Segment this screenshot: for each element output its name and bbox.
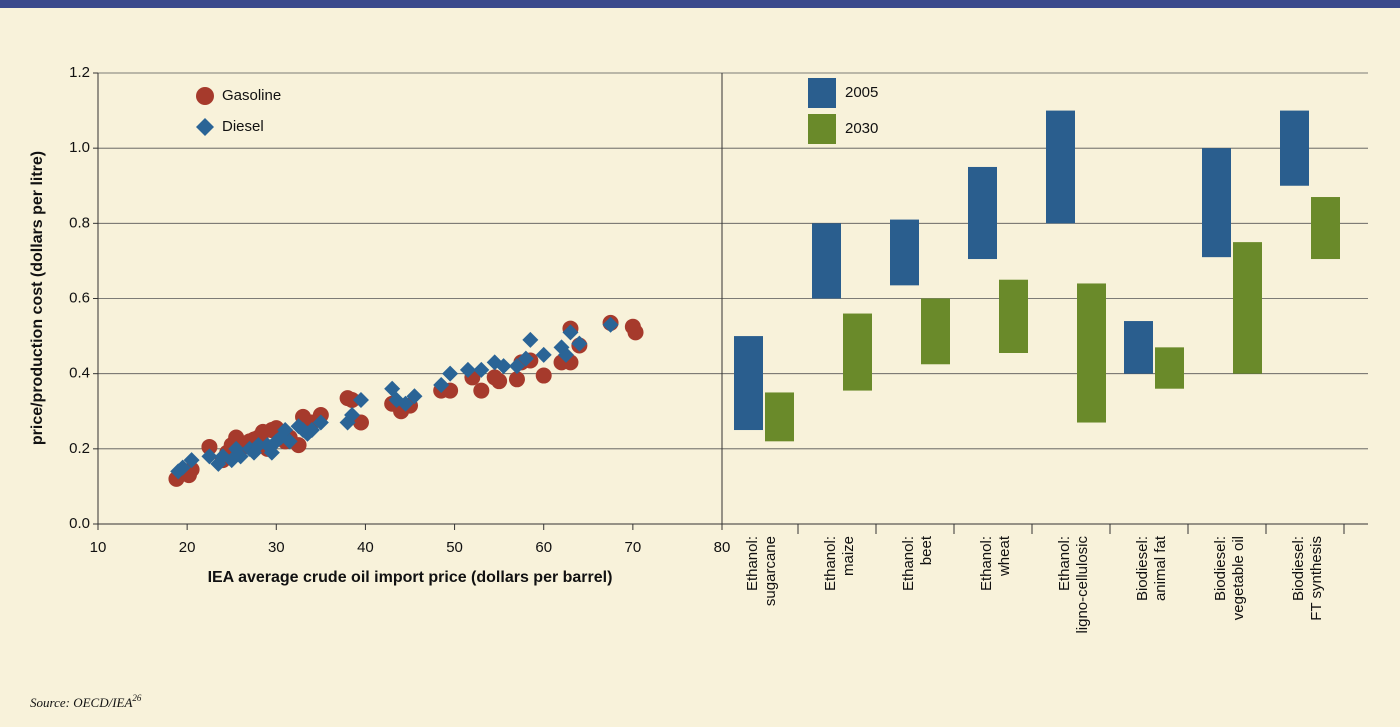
diesel-point	[183, 452, 200, 469]
x-tick-label: 50	[446, 539, 463, 556]
diesel-point	[250, 437, 267, 454]
category-label: ligno-cellulosic	[1074, 536, 1091, 634]
category-label: vegetable oil	[1230, 536, 1247, 620]
legend-label: Gasoline	[222, 87, 281, 104]
diesel-point	[535, 346, 552, 363]
category-label: maize	[840, 536, 857, 576]
diesel-point	[522, 331, 539, 348]
x-tick-label: 30	[268, 539, 285, 556]
category-label: Ethanol:	[744, 536, 761, 591]
range-bar	[999, 279, 1028, 353]
x-tick-label: 10	[90, 539, 107, 556]
gasoline-point	[535, 367, 552, 384]
category-label: wheat	[996, 535, 1013, 577]
diesel-point	[344, 407, 361, 424]
diesel-point	[406, 388, 423, 405]
x-axis-label: IEA average crude oil import price (doll…	[208, 569, 613, 586]
gasoline-point	[344, 391, 361, 408]
category-label: sugarcane	[762, 536, 779, 606]
range-bar	[1046, 110, 1075, 224]
legend-label: 2030	[845, 120, 878, 137]
diesel-point	[517, 350, 534, 367]
diesel-point	[397, 395, 414, 412]
x-tick-label: 20	[179, 539, 196, 556]
source: Source: OECD/IEA26	[30, 693, 142, 710]
range-bar	[812, 223, 841, 299]
range-bar	[1280, 110, 1309, 186]
diesel-point	[312, 414, 329, 431]
diesel-point	[232, 448, 249, 465]
gasoline-point	[201, 438, 218, 455]
gasoline-point	[491, 373, 508, 390]
range-bar	[765, 392, 794, 442]
y-tick-label: 0.6	[69, 289, 90, 306]
source-text: Source: OECD/IEA	[30, 695, 132, 710]
x-tick-label: 60	[535, 539, 552, 556]
gasoline-point	[627, 324, 644, 341]
range-bar	[1124, 321, 1153, 374]
diesel-point	[281, 433, 298, 450]
range-bar	[1155, 347, 1184, 389]
diesel-point	[201, 448, 218, 465]
y-tick-label: 1.2	[69, 64, 90, 81]
y-tick-label: 0.8	[69, 214, 90, 231]
legend-marker	[196, 87, 214, 105]
diesel-point	[562, 324, 579, 341]
gasoline-point	[473, 382, 490, 399]
diesel-point	[174, 459, 191, 476]
y-axis-label: price/production cost (dollars per litre…	[29, 151, 46, 445]
diesel-point	[459, 361, 476, 378]
diesel-point	[558, 346, 574, 363]
legend-label: Diesel	[222, 118, 264, 135]
diesel-point	[352, 391, 369, 408]
diesel-point	[571, 335, 588, 352]
category-label: Ethanol:	[1056, 536, 1073, 591]
range-bar	[1202, 148, 1231, 258]
category-label: Biodiesel:	[1134, 536, 1151, 601]
source-note: 26	[132, 693, 142, 703]
diesel-point	[303, 422, 320, 439]
diesel-point	[473, 361, 490, 378]
category-label: Ethanol:	[822, 536, 839, 591]
y-tick-label: 0.0	[69, 515, 90, 532]
range-bar	[1233, 242, 1262, 374]
y-tick-label: 0.2	[69, 440, 90, 457]
range-bar	[921, 298, 950, 365]
range-bar	[1077, 283, 1106, 423]
category-label: FT synthesis	[1308, 536, 1325, 621]
category-label: animal fat	[1152, 535, 1169, 601]
legend-marker	[196, 118, 214, 136]
x-tick-label: 80	[714, 539, 731, 556]
category-label: Ethanol:	[900, 536, 917, 591]
legend-swatch	[808, 114, 836, 144]
diesel-point	[602, 316, 619, 333]
range-bar	[968, 166, 997, 260]
diesel-point	[433, 376, 450, 393]
legend-swatch	[808, 78, 836, 108]
category-label: Biodiesel:	[1290, 536, 1307, 601]
top-bar	[0, 0, 1400, 8]
range-bar	[734, 336, 763, 431]
diesel-point	[495, 358, 512, 375]
y-tick-label: 0.4	[69, 365, 90, 382]
diesel-point	[508, 358, 525, 375]
category-label: beet	[918, 535, 935, 565]
gasoline-point	[352, 414, 369, 431]
x-tick-label: 40	[357, 539, 374, 556]
gasoline-point	[508, 371, 525, 388]
legend-label: 2005	[845, 84, 878, 101]
y-tick-label: 1.0	[69, 139, 90, 156]
category-label: Ethanol:	[978, 536, 995, 591]
category-label: Biodiesel:	[1212, 536, 1229, 601]
range-bar	[890, 219, 919, 286]
x-tick-label: 70	[625, 539, 642, 556]
range-bar	[843, 313, 872, 391]
diesel-point	[442, 365, 459, 382]
range-bar	[1311, 197, 1340, 260]
